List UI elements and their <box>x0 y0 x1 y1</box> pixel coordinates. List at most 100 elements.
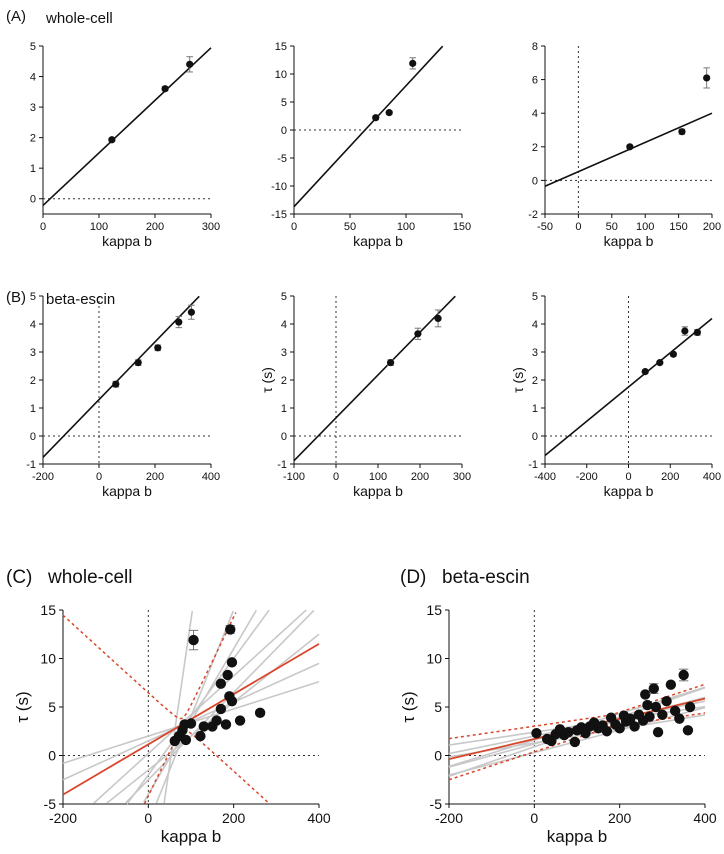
y-tick-label: 4 <box>281 319 287 331</box>
data-point <box>669 705 681 717</box>
data-point <box>226 695 238 707</box>
x-tick-label: 0 <box>40 221 46 233</box>
y-tick-label: 4 <box>30 72 36 84</box>
x-tick-label: 0 <box>333 471 339 483</box>
data-point <box>652 727 664 738</box>
x-axis-label: kappa b <box>353 233 403 249</box>
y-tick-label: -1 <box>26 459 36 471</box>
data-point <box>703 74 711 82</box>
data-point <box>657 709 668 720</box>
y-axis-label: τ (s) <box>399 691 418 722</box>
y-tick-label: 4 <box>532 319 538 331</box>
x-tick-label: -200 <box>32 471 54 483</box>
y-tick-label: 3 <box>532 347 538 359</box>
data-point <box>175 318 183 326</box>
y-tick-label: 1 <box>30 403 36 415</box>
data-point <box>220 719 232 730</box>
y-tick-label: -1 <box>528 459 538 471</box>
data-point <box>678 128 686 136</box>
y-tick-label: 0 <box>532 175 538 187</box>
bootstrap-fit-line <box>126 609 270 805</box>
x-tick-label: 100 <box>90 221 108 233</box>
y-tick-label: 10 <box>426 651 442 667</box>
data-point <box>678 669 689 681</box>
y-axis-label: τ (s) <box>13 691 32 722</box>
plot-b3: -400 -200 0 200 400 -1 0 1 2 3 4 5 kappa b τ (s) <box>510 291 721 499</box>
plot-b2: -100 0 100 200 300 -1 0 1 2 3 4 5 kappa b τ (s) <box>259 291 471 499</box>
data-point <box>601 726 613 737</box>
data-point <box>187 308 195 316</box>
plot-a3: -50 0 50 100 150 200 -2 0 2 4 6 8 kappa b <box>528 41 721 249</box>
y-tick-label: 3 <box>281 347 287 359</box>
data-point <box>222 669 233 681</box>
panel-c-title: whole-cell <box>48 567 133 588</box>
data-point <box>665 679 677 690</box>
x-tick-label: 200 <box>146 471 164 483</box>
y-tick-label: 0 <box>30 431 36 443</box>
fit-line <box>42 47 212 207</box>
x-tick-label: 200 <box>411 471 429 483</box>
x-tick-label: 200 <box>222 810 246 826</box>
x-tick-label: 400 <box>703 471 721 483</box>
data-point <box>434 314 442 322</box>
panel-d-title: beta-escin <box>442 567 530 588</box>
data-point <box>629 721 640 732</box>
y-tick-label: 5 <box>30 291 36 303</box>
x-tick-label: 200 <box>146 221 164 233</box>
data-point <box>644 711 655 722</box>
plot-d: -200 0 200 400 -5 0 5 10 15 kappa b τ (s) <box>399 602 717 846</box>
data-point <box>234 715 246 726</box>
data-point <box>684 701 696 713</box>
y-tick-label: 2 <box>30 133 36 145</box>
data-point <box>385 109 393 117</box>
data-point <box>387 359 395 367</box>
x-tick-label: 300 <box>202 221 220 233</box>
y-tick-label: -2 <box>528 209 538 221</box>
x-axis-label: kappa b <box>604 233 654 249</box>
data-point <box>180 734 192 746</box>
y-tick-label: 2 <box>532 142 538 154</box>
x-tick-label: -100 <box>283 471 305 483</box>
panel-a-title: whole-cell <box>46 10 113 27</box>
x-axis-label: kappa b <box>102 233 152 249</box>
data-point <box>108 136 116 144</box>
y-tick-label: 0 <box>281 431 287 443</box>
y-tick-label: 0 <box>48 748 56 764</box>
data-point <box>154 344 162 352</box>
y-tick-label: 5 <box>281 97 287 109</box>
plot-a2: 0 50 100 150 -15 -10 -5 0 5 10 15 kappa b <box>271 41 471 249</box>
data-point <box>569 736 581 748</box>
y-tick-label: -5 <box>44 796 57 812</box>
data-point <box>372 114 380 122</box>
data-point <box>661 695 672 707</box>
data-point <box>215 703 227 715</box>
fit-line <box>293 295 456 462</box>
data-point <box>211 715 222 726</box>
y-tick-label: 1 <box>532 403 538 415</box>
panel-c-letter: (C) <box>6 567 33 588</box>
y-tick-label: 15 <box>40 602 56 618</box>
x-tick-label: 400 <box>202 471 220 483</box>
y-tick-label: 1 <box>281 403 287 415</box>
data-point <box>414 330 422 338</box>
data-point <box>195 730 206 742</box>
y-tick-label: 2 <box>30 375 36 387</box>
data-point <box>225 624 236 635</box>
x-tick-label: 50 <box>606 221 618 233</box>
confidence-lower-curve <box>143 729 270 805</box>
y-tick-label: 0 <box>434 748 442 764</box>
data-point <box>161 85 169 93</box>
y-tick-label: -10 <box>271 181 287 193</box>
data-point <box>693 328 701 336</box>
data-point <box>682 725 694 736</box>
data-point <box>625 713 636 724</box>
y-tick-label: 15 <box>426 602 442 618</box>
data-point <box>409 59 417 67</box>
y-tick-label: 5 <box>434 699 442 715</box>
x-tick-label: 100 <box>636 221 654 233</box>
panel-a-letter: (A) <box>6 8 26 25</box>
x-tick-label: 300 <box>453 471 471 483</box>
data-point <box>674 713 685 724</box>
x-tick-label: 200 <box>608 810 632 826</box>
